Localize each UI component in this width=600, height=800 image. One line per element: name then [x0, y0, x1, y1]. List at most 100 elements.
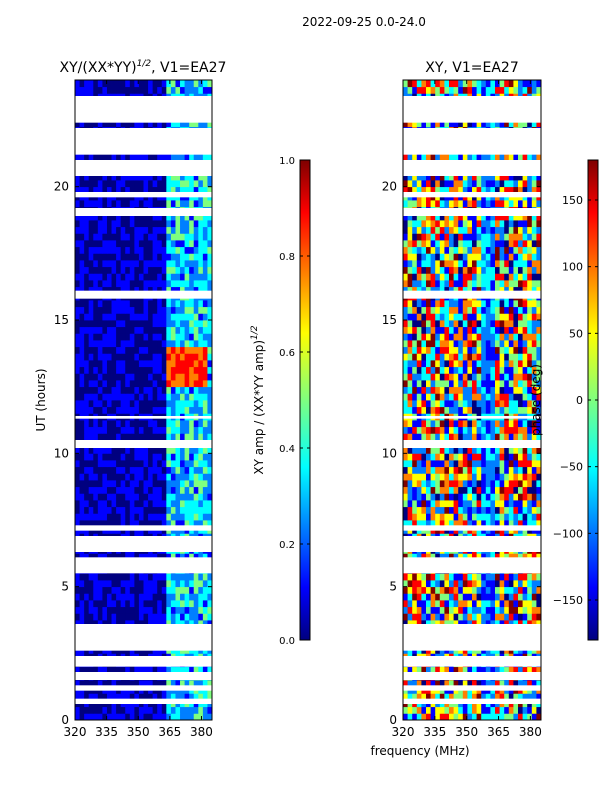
heatmap-cell — [79, 326, 85, 334]
heatmap-cell — [499, 446, 505, 454]
heatmap-cell — [407, 600, 413, 608]
heatmap-cell — [84, 346, 90, 354]
heatmap-cell — [102, 220, 108, 228]
heatmap-cell — [166, 253, 172, 261]
heatmap-cell — [403, 393, 408, 401]
heatmap-cell — [193, 173, 199, 181]
heatmap-cell — [435, 280, 441, 288]
heatmap-cell — [449, 460, 454, 468]
heatmap-cell — [458, 486, 464, 494]
heatmap-cell — [184, 266, 190, 274]
heatmap-cell — [472, 606, 477, 614]
heatmap-cell — [435, 333, 441, 341]
heatmap-cell — [439, 333, 445, 341]
heatmap-cell — [518, 466, 523, 474]
heatmap-cell — [175, 406, 181, 414]
heatmap-cell — [148, 353, 154, 361]
heatmap-cell — [161, 460, 167, 468]
heatmap-cell — [513, 380, 519, 388]
data-gap — [75, 536, 212, 552]
heatmap-cell — [508, 386, 514, 394]
heatmap-cell — [499, 453, 505, 461]
heatmap-cell — [134, 313, 140, 321]
heatmap-cell — [111, 266, 117, 274]
heatmap-cell — [207, 480, 212, 488]
heatmap-cell — [472, 266, 477, 274]
heatmap-cell — [193, 513, 199, 521]
heatmap-cell — [198, 606, 204, 614]
heatmap-cell — [84, 326, 90, 334]
heatmap-cell — [421, 613, 427, 621]
heatmap-cell — [449, 713, 454, 720]
heatmap-cell — [490, 613, 496, 621]
heatmap-cell — [111, 460, 117, 468]
heatmap-cell — [476, 386, 482, 394]
heatmap-cell — [175, 500, 181, 508]
heatmap-cell — [439, 606, 445, 614]
heatmap-cell — [508, 446, 514, 454]
heatmap-cell — [439, 386, 445, 394]
heatmap-cell — [407, 326, 413, 334]
heatmap-cell — [138, 313, 144, 321]
heatmap-cell — [106, 233, 112, 241]
heatmap-cell — [129, 333, 135, 341]
y-tick-label: 0 — [61, 713, 69, 727]
heatmap-cell — [453, 300, 459, 308]
heatmap-cell — [495, 433, 500, 441]
heatmap-cell — [458, 420, 464, 428]
heatmap-cell — [125, 406, 131, 414]
heatmap-cell — [75, 680, 80, 688]
heatmap-cell — [527, 573, 533, 581]
heatmap-cell — [481, 360, 487, 368]
heatmap-cell — [499, 613, 505, 621]
heatmap-cell — [120, 480, 126, 488]
heatmap-cell — [531, 400, 537, 408]
heatmap-cell — [513, 493, 519, 501]
heatmap-cell — [97, 273, 103, 281]
heatmap-cell — [202, 266, 208, 274]
heatmap-cell — [518, 480, 523, 488]
heatmap-cell — [143, 260, 149, 268]
heatmap-cell — [407, 373, 413, 381]
heatmap-cell — [444, 306, 450, 314]
heatmap-cell — [449, 613, 454, 621]
heatmap-cell — [161, 513, 167, 521]
heatmap-cell — [435, 380, 441, 388]
heatmap-cell — [102, 706, 108, 714]
heatmap-cell — [435, 573, 441, 581]
heatmap-cell — [467, 346, 473, 354]
heatmap-cell — [134, 180, 140, 188]
heatmap-cell — [403, 433, 408, 441]
heatmap-cell — [207, 606, 212, 614]
heatmap-cell — [189, 513, 195, 521]
heatmap-cell — [111, 493, 117, 501]
heatmap-cell — [462, 300, 468, 308]
heatmap-cell — [75, 573, 80, 581]
heatmap-cell — [75, 380, 80, 388]
heatmap-cell — [138, 233, 144, 241]
heatmap-cell — [97, 386, 103, 394]
heatmap-cell — [184, 360, 190, 368]
heatmap-cell — [527, 620, 533, 628]
heatmap-cell — [490, 373, 496, 381]
heatmap-cell — [148, 613, 154, 621]
heatmap-cell — [175, 400, 181, 408]
heatmap-cell — [84, 433, 90, 441]
heatmap-cell — [407, 480, 413, 488]
heatmap-cell — [207, 120, 212, 128]
heatmap-cell — [148, 400, 154, 408]
heatmap-cell — [138, 613, 144, 621]
heatmap-cell — [166, 380, 172, 388]
heatmap-cell — [88, 553, 94, 561]
heatmap-cell — [453, 380, 459, 388]
heatmap-cell — [125, 386, 131, 394]
heatmap-cell — [143, 693, 149, 701]
heatmap-cell — [134, 186, 140, 194]
heatmap-cell — [449, 693, 454, 701]
heatmap-cell — [79, 346, 85, 354]
heatmap-cell — [495, 326, 500, 334]
heatmap-cell — [536, 333, 541, 341]
heatmap-cell — [407, 693, 413, 701]
heatmap-cell — [97, 260, 103, 268]
heatmap-cell — [449, 333, 454, 341]
